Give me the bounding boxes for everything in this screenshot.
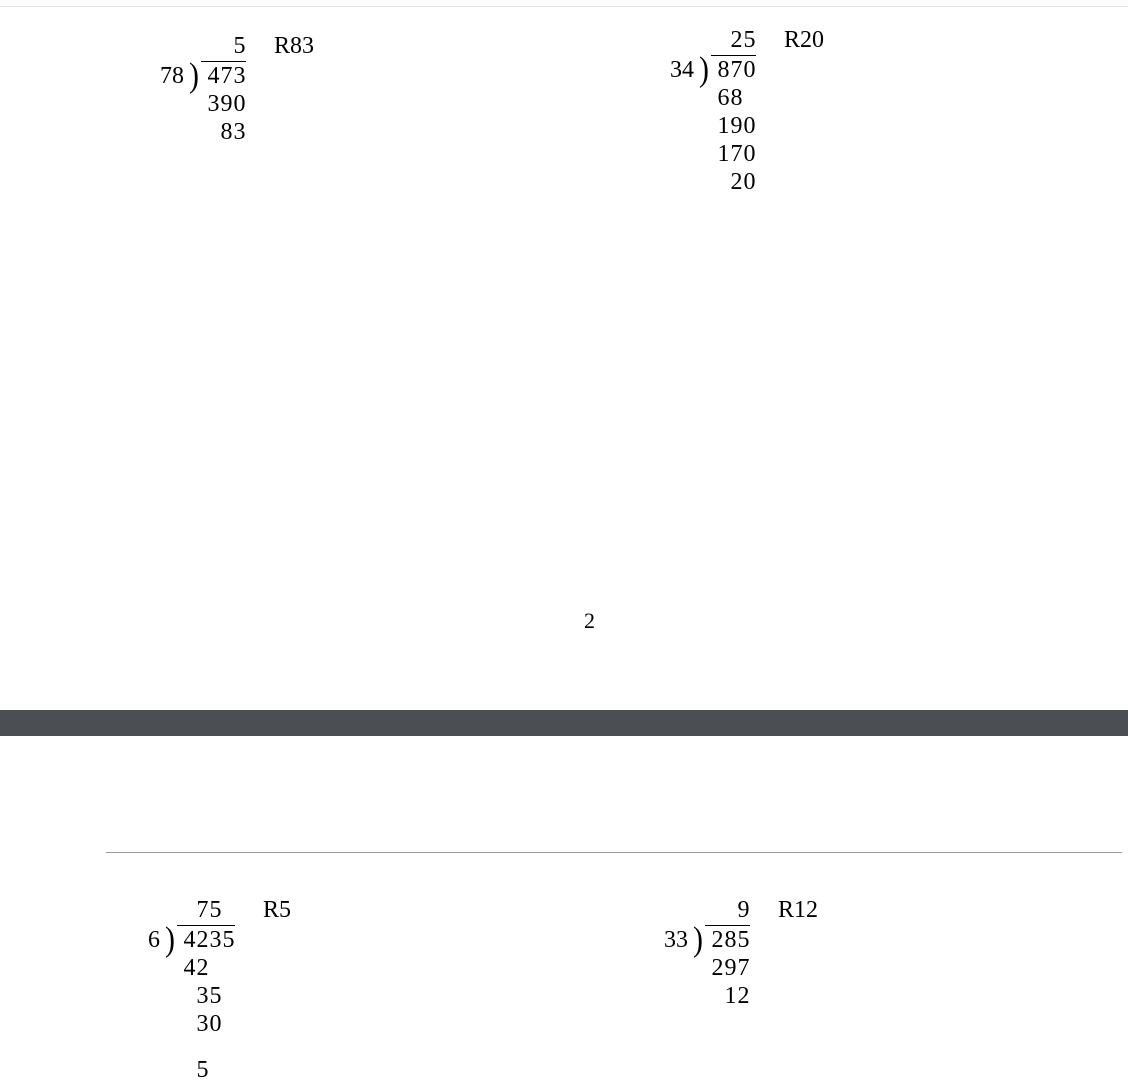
divisor-dividend-row: 6)42354235305 xyxy=(148,926,235,1084)
work-row: 190 xyxy=(717,112,756,140)
work-row: 170 xyxy=(717,140,756,168)
page: 78)5R8378)4733908334)25R2034)87068190170… xyxy=(0,0,1128,1086)
dividend: 473 xyxy=(207,62,246,90)
work-row: 30 xyxy=(183,1010,235,1038)
work-row: 68 xyxy=(717,84,756,112)
work-row: 83 xyxy=(207,118,246,146)
divisor: 34 xyxy=(670,56,697,84)
quotient-row: 34)25R20 xyxy=(670,26,756,54)
divisor-dividend-row: 34)8706819017020 xyxy=(670,56,756,196)
quotient-row: 6)75R5 xyxy=(148,896,235,924)
long-division: 34)25R2034)8706819017020 xyxy=(670,26,756,196)
dividend-col: 47339083 xyxy=(201,61,246,146)
dividend-col: 28529712 xyxy=(705,925,750,1010)
division-bracket: ) xyxy=(697,55,711,87)
remainder-label: R20 xyxy=(784,26,824,54)
divisor-dividend-row: 33)28529712 xyxy=(664,926,750,1010)
remainder-label: R83 xyxy=(274,32,314,60)
divisor: 78 xyxy=(160,62,187,90)
dividend-col: 8706819017020 xyxy=(711,55,756,196)
page-gap xyxy=(0,710,1128,736)
work-row: 12 xyxy=(711,982,750,1010)
dividend: 285 xyxy=(711,926,750,954)
long-division: 33)9R1233)28529712 xyxy=(664,896,750,1010)
work-row: 42 xyxy=(183,954,235,982)
work-row: 35 xyxy=(183,982,235,1010)
page-header-rule xyxy=(106,852,1122,853)
division-bracket: ) xyxy=(163,925,177,957)
dividend: 870 xyxy=(717,56,756,84)
divisor-dividend-row: 78)47339083 xyxy=(160,62,246,146)
quotient-row: 78)5R83 xyxy=(160,32,246,60)
quotient: 5 xyxy=(207,32,246,60)
divisor: 6 xyxy=(148,926,163,954)
work-row: 390 xyxy=(207,90,246,118)
work-row: 20 xyxy=(717,168,756,196)
long-division: 78)5R8378)47339083 xyxy=(160,32,246,146)
dividend: 4235 xyxy=(183,926,235,954)
remainder-label: R12 xyxy=(778,896,818,924)
quotient-row: 33)9R12 xyxy=(664,896,750,924)
long-division-problem: 33)9R1233)28529712 xyxy=(664,896,750,1010)
quotient: 9 xyxy=(711,896,750,924)
page-top-edge xyxy=(0,0,1128,7)
quotient: 75 xyxy=(183,896,235,924)
page-number: 2 xyxy=(584,608,595,634)
long-division-problem: 6)75R56)42354235305 xyxy=(148,896,235,1084)
divisor: 33 xyxy=(664,926,691,954)
division-bracket: ) xyxy=(691,925,705,957)
long-division-problem: 34)25R2034)8706819017020 xyxy=(670,26,756,196)
division-bracket: ) xyxy=(187,61,201,93)
quotient: 25 xyxy=(717,26,756,54)
work-row: 5 xyxy=(183,1056,235,1084)
long-division: 6)75R56)42354235305 xyxy=(148,896,235,1084)
dividend-col: 42354235305 xyxy=(177,925,235,1084)
work-row: 297 xyxy=(711,954,750,982)
remainder-label: R5 xyxy=(263,896,291,924)
long-division-problem: 78)5R8378)47339083 xyxy=(160,32,246,146)
